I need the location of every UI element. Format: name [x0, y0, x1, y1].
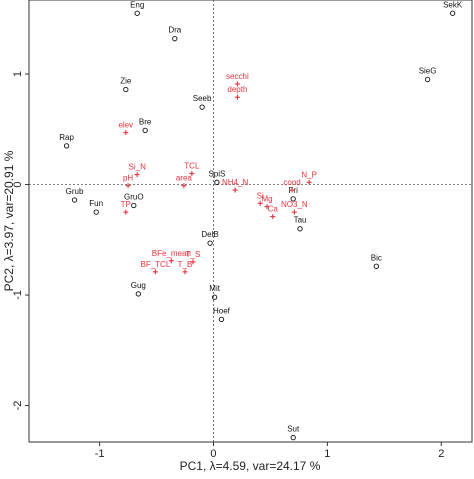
y-tick-label: -2 [12, 401, 24, 411]
site-point [131, 202, 137, 209]
y-tick-label: 0 [12, 181, 24, 187]
variable-label: BF_TCL [141, 260, 171, 269]
variable-label: Ca [268, 205, 279, 214]
site-label: Sut [287, 425, 300, 434]
site-label: Rap [59, 133, 74, 142]
x-tick-label: 2 [438, 448, 444, 460]
site-point [135, 291, 141, 297]
variable-label: N_P [301, 170, 317, 179]
x-axis-ticks: -1 0 1 2 [95, 442, 444, 460]
y-axis-ticks: -2 -1 0 1 [12, 71, 29, 410]
site-label: Tau [294, 216, 307, 225]
site-label: Grub [66, 187, 84, 196]
site-label: Fun [89, 199, 103, 208]
x-tick-label: -1 [95, 448, 105, 460]
site-label: Bre [139, 117, 152, 126]
plot-frame [28, 0, 473, 443]
variable-label: area [176, 174, 193, 183]
site-label: Dra [168, 26, 181, 35]
site-point [218, 316, 225, 322]
variable-label: Si [257, 191, 264, 200]
site-label: Bic [371, 253, 382, 262]
site-point [214, 179, 220, 185]
site-label: Hoef [213, 306, 231, 315]
variable-label: T_B [178, 260, 193, 269]
site-point [142, 127, 148, 134]
site-points: Eng Dra SekK SieG Zie Seeb Bre Rap SpiS Grub Fun Gr… [59, 0, 463, 441]
variable-label: cond [283, 178, 300, 187]
site-label: DelB [201, 230, 218, 239]
variable-label: Si_N [129, 163, 147, 172]
site-point [172, 36, 178, 42]
site-label: SieG [419, 67, 437, 76]
y-tick-label: 1 [12, 71, 24, 77]
site-label: Mit [209, 284, 220, 293]
site-label: Seeb [193, 94, 212, 103]
site-point [207, 240, 213, 246]
site-point [93, 209, 99, 215]
variable-label: Mg [261, 195, 272, 204]
variable-label: T_S [186, 250, 201, 259]
x-tick-label: 1 [324, 448, 330, 460]
site-point [199, 104, 205, 110]
site-label: Eng [130, 0, 144, 9]
site-point [373, 263, 379, 269]
site-label: Zie [120, 77, 132, 86]
variable-label: TCL [184, 161, 200, 170]
site-point [297, 226, 303, 232]
variable-points: secchi depth elev Si_N TCL pH area NH4_N condN_P… [118, 72, 317, 275]
variable-label: BFe_mean [152, 249, 191, 258]
site-point [290, 196, 296, 202]
site-point [63, 143, 70, 149]
y-tick-label: -1 [12, 290, 24, 300]
site-point [134, 10, 140, 16]
variable-label: secchi [226, 72, 249, 81]
site-point [424, 76, 431, 83]
site-point [449, 10, 456, 16]
variable-label: NO3_N [281, 200, 308, 209]
variable-label: pH [123, 174, 133, 183]
variable-label: NH4_N [222, 178, 248, 187]
variable-label: depth [227, 85, 247, 94]
site-label: SpiS [208, 169, 225, 178]
variable-label: TP [121, 200, 131, 209]
site-label: GruO [124, 193, 144, 202]
site-point [123, 86, 129, 93]
site-label: Gug [131, 281, 146, 290]
x-tick-label: 0 [210, 448, 216, 460]
site-point [290, 434, 296, 441]
x-axis-title: PC1, λ=4.59, var=24.17 % [180, 459, 321, 473]
site-label: SekK [443, 0, 463, 9]
site-point [71, 197, 78, 203]
site-point [211, 294, 218, 300]
variable-label: elev [118, 121, 133, 130]
zero-lines [29, 0, 472, 442]
y-axis-title: PC2, λ=3.97, var=20.91 % [2, 150, 16, 291]
